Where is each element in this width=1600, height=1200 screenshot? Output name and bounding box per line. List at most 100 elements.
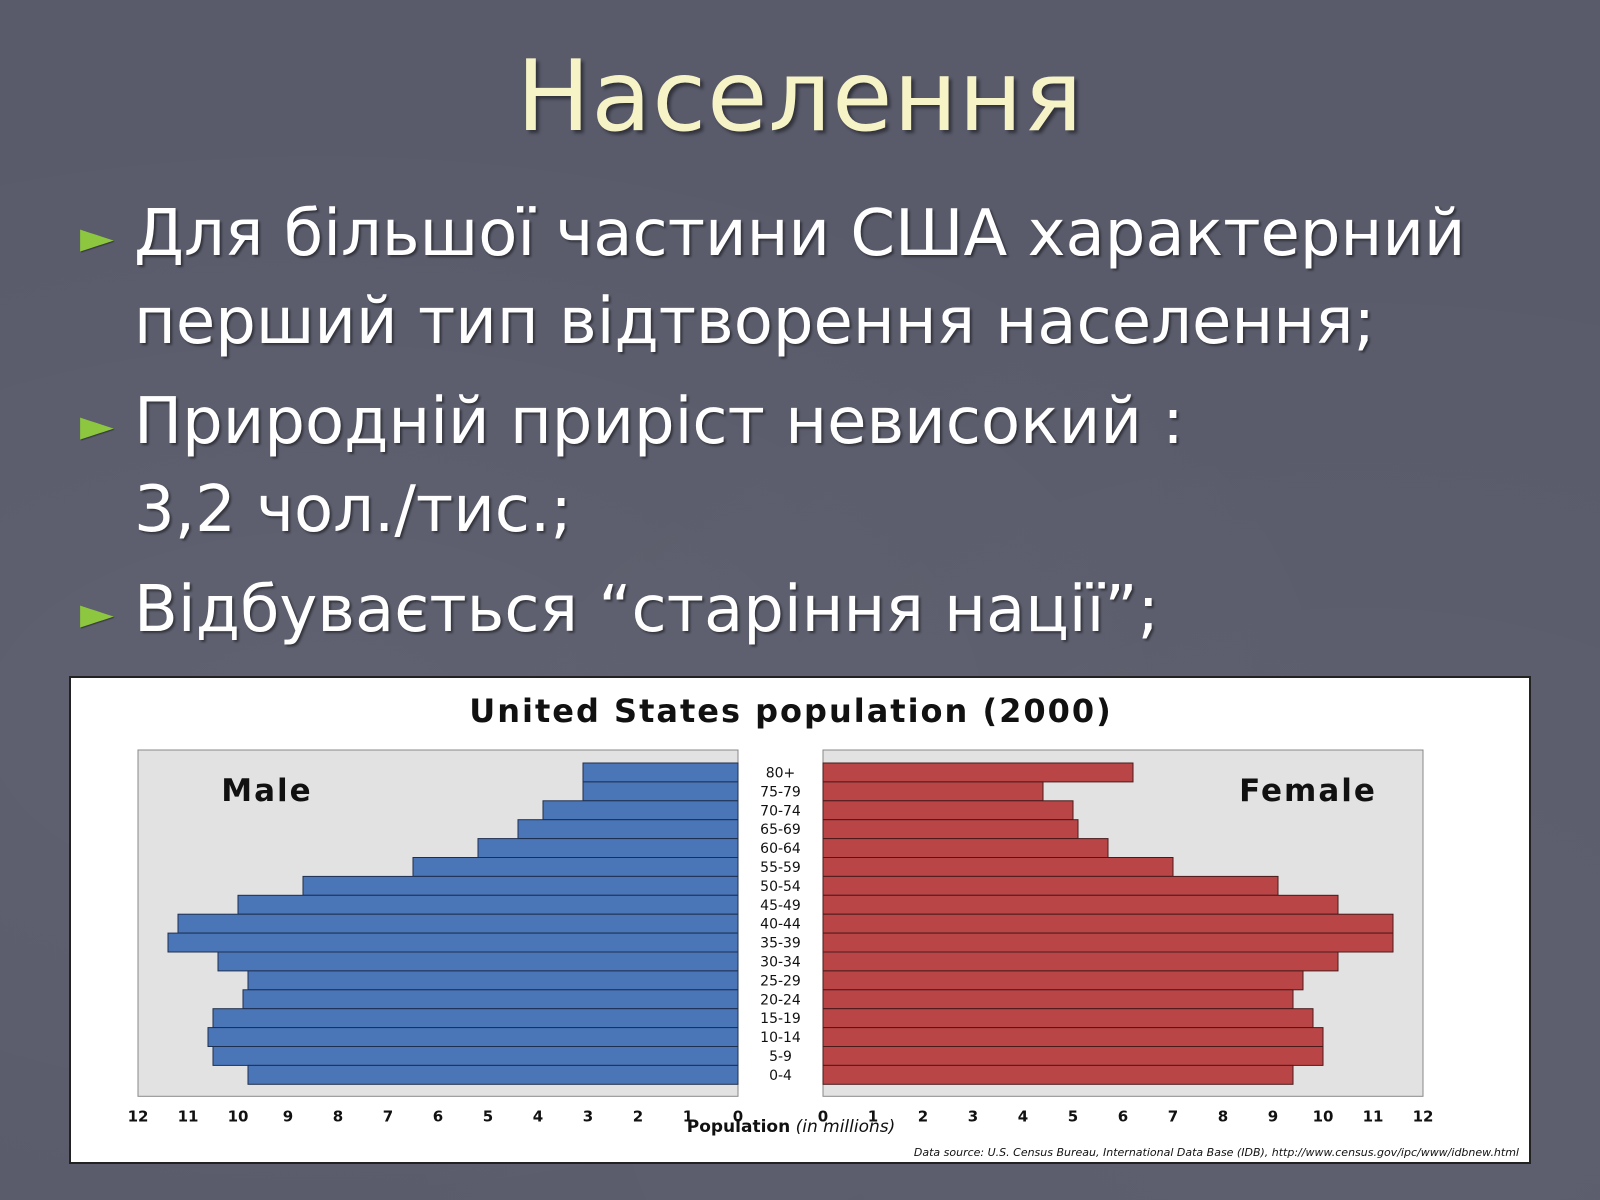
bullet-item: ► Відбувається “старіння нації”;	[80, 566, 1560, 654]
male-bar-20-24	[242, 989, 739, 1010]
bullet-text-line: 3,2 чол./тис.;	[134, 473, 572, 547]
male-label: Male	[221, 773, 312, 809]
female-x-tick: 8	[1218, 1107, 1228, 1125]
age-group-label: 10-14	[760, 1030, 801, 1046]
female-bar-65-69	[822, 819, 1079, 840]
female-x-tick: 12	[1413, 1107, 1434, 1125]
female-bar-80+	[822, 762, 1134, 783]
bullet-text-line: Для більшої частини США характерний	[134, 197, 1466, 271]
female-x-tick: 6	[1118, 1107, 1128, 1125]
age-group-label: 45-49	[760, 898, 801, 914]
female-x-tick: 2	[918, 1107, 928, 1125]
male-x-tick: 5	[483, 1107, 493, 1125]
female-x-tick: 0	[818, 1107, 828, 1125]
slide-title: Населення	[516, 40, 1084, 154]
male-bar-60-64	[477, 838, 739, 859]
female-bar-0-4	[822, 1064, 1294, 1085]
age-group-label: 25-29	[760, 973, 801, 989]
female-bar-5-9	[822, 1046, 1324, 1066]
bullet-text-line: перший тип відтворення населення;	[134, 285, 1376, 359]
age-group-label: 75-79	[760, 784, 801, 800]
male-bar-25-29	[247, 970, 739, 991]
x-axis-label-units: (in millions)	[796, 1117, 896, 1137]
male-x-tick: 2	[633, 1107, 643, 1125]
female-bar-35-39	[822, 932, 1394, 953]
age-group-label: 70-74	[760, 803, 801, 819]
male-bar-40-44	[177, 913, 739, 934]
triangle-right-icon: ►	[80, 400, 114, 451]
bullet-list: ► Для більшої частини США характерний пе…	[80, 190, 1560, 666]
x-axis-label-bold: Population	[687, 1117, 790, 1137]
age-group-label: 30-34	[760, 954, 801, 970]
x-axis-label: Population (in millions)	[687, 1117, 896, 1137]
age-group-label: 35-39	[760, 936, 801, 952]
male-bar-45-49	[237, 894, 739, 915]
male-bar-0-4	[247, 1064, 739, 1085]
triangle-right-icon: ►	[80, 212, 114, 263]
female-bar-55-59	[822, 857, 1174, 877]
data-source-note: Data source: U.S. Census Bureau, Interna…	[914, 1146, 1519, 1159]
female-label: Female	[1239, 773, 1377, 809]
female-bar-40-44	[822, 913, 1394, 934]
male-x-tick: 1	[683, 1107, 693, 1125]
male-x-tick: 0	[733, 1107, 743, 1125]
male-x-tick: 6	[433, 1107, 443, 1125]
male-x-tick: 10	[228, 1107, 249, 1125]
female-bar-50-54	[822, 875, 1279, 896]
female-bar-10-14	[822, 1027, 1324, 1048]
bars-group	[167, 762, 1394, 1085]
male-bar-55-59	[412, 857, 739, 877]
age-group-label: 65-69	[760, 822, 801, 838]
age-group-label: 5-9	[769, 1049, 792, 1065]
age-group-label: 50-54	[760, 879, 801, 895]
male-x-tick: 12	[128, 1107, 149, 1125]
female-bar-60-64	[822, 838, 1109, 859]
male-x-tick: 8	[333, 1107, 343, 1125]
male-bar-75-79	[582, 781, 739, 802]
age-group-label: 55-59	[760, 860, 801, 876]
chart-svg: United States population (2000) Male Fem…	[128, 692, 1519, 1159]
female-bar-45-49	[822, 894, 1339, 915]
triangle-right-icon: ►	[80, 588, 114, 639]
female-x-tick: 11	[1363, 1107, 1384, 1125]
male-x-tick: 9	[283, 1107, 293, 1125]
male-x-tick: 11	[178, 1107, 199, 1125]
male-bar-70-74	[542, 800, 739, 821]
female-x-tick: 3	[968, 1107, 978, 1125]
female-x-tick: 9	[1268, 1107, 1278, 1125]
age-group-labels: 80+ 75-79 70-74 65-69 60-64 55-59 50-54 45-49 40…	[760, 765, 801, 1083]
chart-title: United States population (2000)	[469, 692, 1113, 730]
age-group-label: 0-4	[769, 1068, 792, 1084]
bullet-item: ► Для більшої частини США характерний пе…	[80, 190, 1560, 366]
female-bar-70-74	[822, 800, 1074, 821]
male-bar-5-9	[212, 1046, 739, 1066]
male-bar-80+	[582, 762, 739, 783]
male-bar-15-19	[212, 1008, 739, 1029]
female-bar-25-29	[822, 970, 1304, 991]
age-group-label: 60-64	[760, 841, 801, 857]
female-x-tick: 7	[1168, 1107, 1178, 1125]
male-bar-50-54	[302, 875, 739, 896]
age-group-label: 40-44	[760, 917, 801, 933]
population-pyramid-chart: United States population (2000) Male Fem…	[69, 676, 1531, 1164]
female-x-tick: 5	[1068, 1107, 1078, 1125]
male-x-tick: 3	[583, 1107, 593, 1125]
age-group-label: 80+	[766, 765, 796, 781]
male-x-tick: 7	[383, 1107, 393, 1125]
age-group-label: 20-24	[760, 992, 801, 1008]
male-bar-35-39	[167, 932, 739, 953]
male-bar-30-34	[217, 951, 739, 972]
male-x-tick: 4	[533, 1107, 543, 1125]
female-bar-15-19	[822, 1008, 1314, 1029]
bullet-text-line: Відбувається “старіння нації”;	[134, 573, 1160, 647]
female-bar-20-24	[822, 989, 1294, 1010]
male-bar-65-69	[517, 819, 739, 840]
female-bar-30-34	[822, 951, 1339, 972]
bullet-text-line: Природній приріст невисокий :	[134, 385, 1184, 459]
age-group-label: 15-19	[760, 1011, 801, 1027]
female-x-tick: 10	[1313, 1107, 1334, 1125]
female-x-tick: 1	[868, 1107, 878, 1125]
female-x-tick: 4	[1018, 1107, 1028, 1125]
male-bar-10-14	[207, 1027, 739, 1048]
